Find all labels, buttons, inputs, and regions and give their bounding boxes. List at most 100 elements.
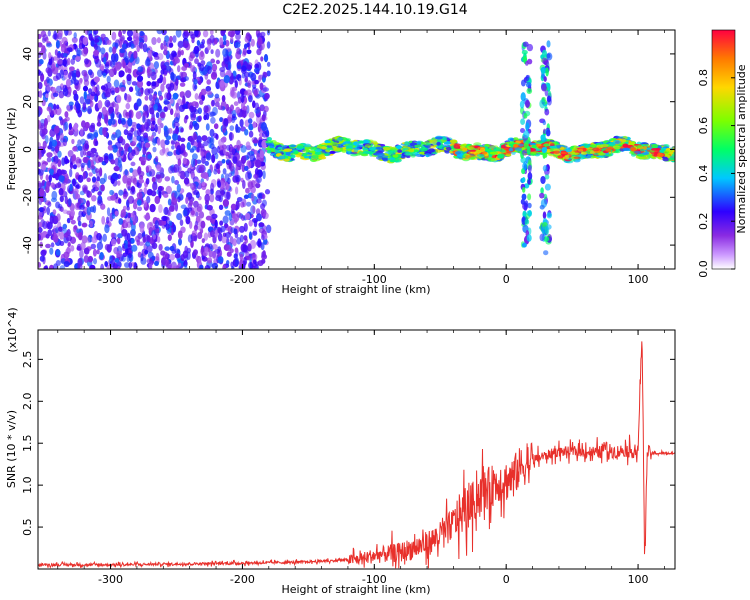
heatmap-cell: [94, 181, 100, 191]
heatmap-cell: [136, 75, 144, 82]
heatmap-cell: [261, 114, 266, 122]
heatmap-cell: [522, 162, 528, 171]
heatmap-cell: [184, 90, 192, 99]
heatmap-cell: [527, 179, 531, 185]
heatmap-cell: [248, 231, 253, 240]
heatmap-cell: [263, 105, 269, 113]
heatmap-cell: [244, 35, 250, 43]
heatmap-cell: [442, 137, 447, 141]
heatmap-cell: [521, 79, 526, 87]
heatmap-cell: [289, 144, 298, 148]
heatmap-cell: [100, 184, 105, 192]
heatmap-cell: [254, 167, 259, 176]
heatmap-cell: [39, 255, 45, 262]
heatmap-cell: [90, 147, 97, 154]
heatmap-cell: [220, 30, 226, 37]
heatmap-cell: [207, 44, 211, 51]
heatmap-cell: [205, 189, 211, 196]
heatmap-cell: [71, 155, 76, 165]
heatmap-cell: [96, 232, 102, 241]
heatmap-cell: [615, 136, 623, 139]
heatmap-cell: [234, 247, 239, 253]
heatmap-cell: [117, 233, 123, 239]
heatmap-cell: [151, 242, 158, 250]
heatmap-cell: [65, 78, 71, 88]
heatmap-cell: [343, 137, 351, 142]
heatmap-cell: [217, 180, 222, 188]
heatmap-cell: [248, 219, 253, 227]
heatmap-cell: [223, 118, 229, 127]
heatmap-cell: [204, 160, 210, 166]
heatmap-cell: [114, 210, 119, 216]
heatmap-cell: [481, 151, 488, 155]
heatmap-cell: [119, 48, 126, 54]
heatmap-cell: [73, 79, 80, 86]
heatmap-cell: [154, 55, 160, 61]
heatmap-cell: [248, 123, 254, 131]
heatmap-cell: [543, 152, 548, 158]
heatmap-cell: [57, 30, 63, 38]
heatmap-cell: [466, 146, 475, 151]
heatmap-cell: [542, 49, 547, 58]
heatmap-cell: [248, 95, 253, 103]
heatmap-cell: [70, 58, 76, 65]
heatmap-cell: [146, 221, 154, 231]
heatmap-cell: [100, 263, 105, 269]
heatmap-cell: [79, 96, 85, 104]
snr-xtick-label: -200: [230, 573, 255, 586]
heatmap-cell: [222, 198, 230, 208]
heatmap-cell: [309, 146, 318, 151]
heatmap-cell: [544, 108, 550, 116]
heatmap-cell: [245, 171, 251, 181]
heatmap-cell: [96, 176, 101, 182]
heatmap-cell: [58, 226, 63, 232]
heatmap-cell: [540, 187, 544, 195]
heatmap-cell: [183, 177, 190, 185]
heatmap-cell: [184, 76, 189, 81]
heatmap-cell: [197, 141, 202, 148]
heatmap-cell: [71, 37, 78, 43]
heatmap-cell: [376, 155, 384, 160]
heatmap-cell: [226, 190, 231, 201]
heatmap-cell: [193, 109, 199, 115]
heatmap-cell: [657, 152, 664, 157]
heatmap-cell: [153, 103, 158, 111]
heatmap-cell: [51, 190, 58, 200]
heatmap-cell: [230, 104, 234, 111]
colorbar-label: Normalized spectral amplitude: [735, 64, 748, 233]
heatmap-cell: [82, 149, 87, 156]
heatmap-cell: [224, 222, 229, 229]
heatmap-cell: [520, 118, 526, 125]
heatmap-cell: [221, 94, 226, 103]
heatmap-cell: [133, 50, 138, 59]
heatmap-cell: [90, 40, 95, 47]
heatmap-cell: [246, 201, 252, 207]
colorbar-tick-label: 0.0: [697, 260, 710, 278]
heatmap-cell: [84, 30, 89, 35]
heatmap-cell: [425, 143, 432, 146]
heatmap-cell: [196, 135, 202, 145]
heatmap-cell: [196, 40, 201, 46]
heatmap-cell: [66, 104, 70, 110]
heatmap-cell: [83, 79, 90, 87]
heatmap-cell: [57, 150, 62, 158]
heatmap-cell: [224, 39, 230, 47]
heatmap-cell: [190, 65, 196, 73]
heatmap-cell: [158, 203, 163, 214]
heatmap-cell: [240, 65, 247, 74]
heatmap-cell: [191, 37, 195, 44]
heatmap-cell: [236, 197, 243, 202]
heatmap-cell: [253, 173, 259, 180]
heatmap-cell: [546, 82, 550, 88]
heatmap-cell: [434, 135, 443, 140]
heatmap-cell: [210, 116, 216, 124]
heatmap-cell: [523, 112, 528, 119]
heatmap-cell: [217, 226, 221, 234]
heatmap-cell: [321, 146, 327, 150]
heatmap-cell: [163, 49, 168, 56]
heatmap-cell: [410, 154, 416, 158]
heatmap-cell: [96, 241, 104, 251]
heatmap-cell: [544, 183, 551, 191]
heatmap-cell: [260, 203, 266, 210]
heatmap-cell: [128, 110, 132, 119]
